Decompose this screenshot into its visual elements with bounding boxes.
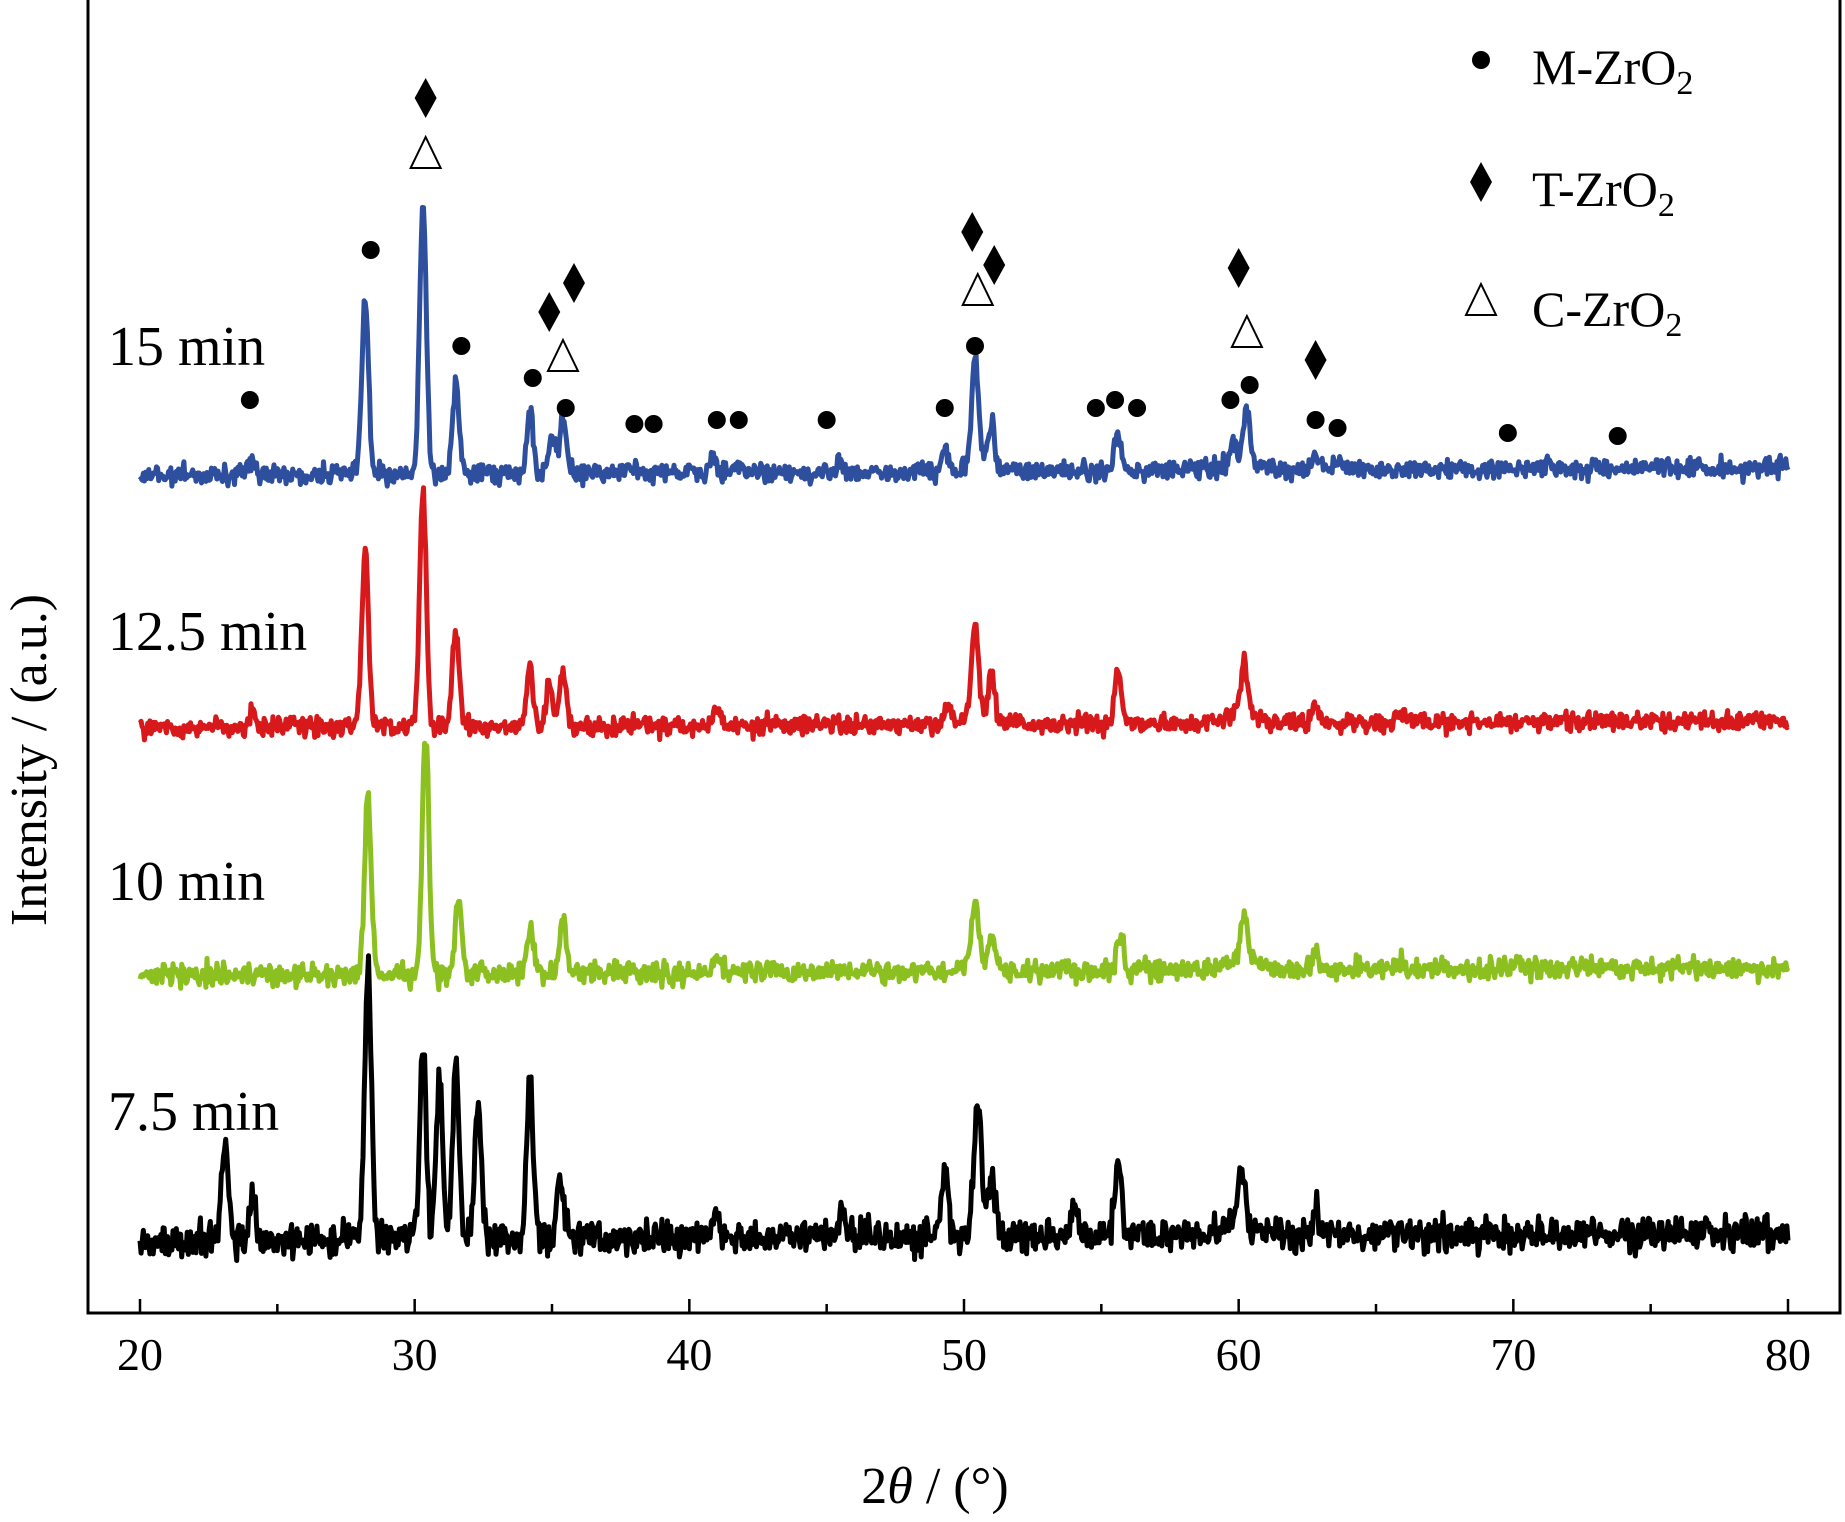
monoclinic-marker xyxy=(1608,427,1627,445)
legend: M-ZrO2 T-ZrO2 C-ZrO2 xyxy=(1464,39,1693,344)
monoclinic-marker xyxy=(707,411,726,429)
series-line xyxy=(137,740,1791,993)
monoclinic-marker xyxy=(1128,399,1147,417)
x-tick-label: 60 xyxy=(1216,1329,1262,1380)
tetragonal-marker xyxy=(1470,162,1492,202)
tetragonal-marker xyxy=(983,245,1006,285)
cubic-marker xyxy=(409,134,443,169)
cubic-marker xyxy=(961,271,995,306)
series-line xyxy=(137,953,1791,1263)
monoclinic-marker xyxy=(1086,399,1105,417)
legend-label: M-ZrO2 xyxy=(1532,39,1693,102)
series-layer xyxy=(137,205,1791,1263)
series-label: 15 min xyxy=(108,316,265,378)
monoclinic-marker xyxy=(240,391,259,409)
series-line xyxy=(137,485,1790,743)
tetragonal-marker xyxy=(414,78,437,118)
monoclinic-marker xyxy=(1106,391,1125,409)
tetragonal-marker xyxy=(562,263,585,303)
monoclinic-marker xyxy=(644,415,663,433)
monoclinic-marker xyxy=(935,399,954,417)
tetragonal-marker xyxy=(1227,248,1250,288)
x-axis-ticks: 20 30 40 50 60 70 80 xyxy=(117,1299,1811,1380)
legend-label: C-ZrO2 xyxy=(1532,281,1682,344)
monoclinic-marker xyxy=(817,411,836,429)
series-label: 7.5 min xyxy=(108,1081,279,1143)
monoclinic-marker xyxy=(452,337,471,355)
monoclinic-marker xyxy=(1306,411,1325,429)
monoclinic-marker xyxy=(1221,391,1240,409)
series-labels: 15 min 12.5 min 10 min 7.5 min xyxy=(108,316,307,1143)
legend-label: T-ZrO2 xyxy=(1532,161,1675,224)
monoclinic-marker xyxy=(1498,424,1517,442)
monoclinic-marker xyxy=(523,369,542,387)
monoclinic-marker xyxy=(361,241,380,259)
series-label: 12.5 min xyxy=(108,601,307,663)
phase-markers xyxy=(240,78,1627,445)
x-tick-label: 40 xyxy=(666,1329,712,1380)
monoclinic-marker xyxy=(625,415,644,433)
monoclinic-marker xyxy=(1240,376,1259,394)
cubic-marker xyxy=(546,337,580,372)
tetragonal-marker xyxy=(538,292,561,332)
series-label: 10 min xyxy=(108,851,265,913)
x-axis-title: 2θ / (°) xyxy=(861,1458,1008,1515)
monoclinic-marker xyxy=(556,399,575,417)
cubic-marker xyxy=(1464,281,1498,316)
x-tick-label: 50 xyxy=(941,1329,987,1380)
monoclinic-marker xyxy=(1472,51,1490,69)
x-tick-label: 80 xyxy=(1765,1329,1811,1380)
monoclinic-marker xyxy=(1328,419,1347,437)
cubic-marker xyxy=(1230,313,1264,348)
series-line xyxy=(137,205,1791,489)
x-tick-label: 30 xyxy=(392,1329,438,1380)
monoclinic-marker xyxy=(729,411,748,429)
y-axis-title: Intensity / (a.u.) xyxy=(1,594,58,926)
tetragonal-marker xyxy=(1304,340,1327,380)
x-tick-label: 70 xyxy=(1490,1329,1536,1380)
monoclinic-marker xyxy=(965,337,984,355)
x-tick-label: 20 xyxy=(117,1329,163,1380)
tetragonal-marker xyxy=(961,212,984,252)
